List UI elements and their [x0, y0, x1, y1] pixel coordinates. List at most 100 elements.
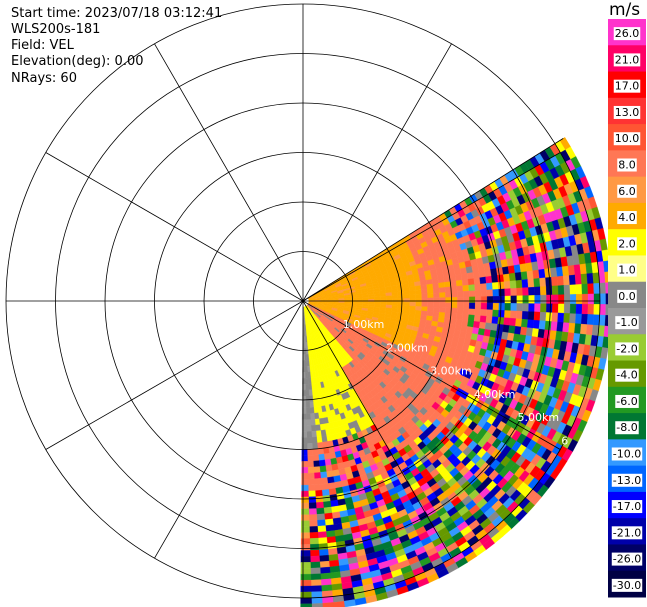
data-gate: [564, 294, 571, 305]
data-gate: [521, 279, 529, 289]
field-label: Field: VEL: [11, 38, 74, 53]
data-gate: [308, 496, 317, 504]
data-gate: [581, 303, 589, 315]
data-gate: [414, 285, 422, 291]
data-gate: [497, 274, 505, 283]
data-gate: [304, 371, 309, 379]
data-gate: [473, 277, 481, 285]
data-gate: [385, 292, 393, 297]
azimuth-spoke: [45, 300, 304, 450]
data-gate: [300, 544, 311, 551]
data-gate: [539, 277, 547, 288]
range-label: 1.00km: [343, 318, 385, 331]
data-gate: [368, 296, 375, 300]
colorbar-tick-label: 8.0: [618, 159, 636, 172]
colorbar-label-bg: [611, 447, 643, 461]
data-gate: [545, 285, 553, 296]
data-gate: [473, 315, 481, 323]
data-gate: [304, 366, 308, 373]
data-gate: [439, 297, 446, 303]
data-gate: [557, 303, 565, 314]
data-gate: [300, 573, 312, 581]
data-gate: [325, 470, 334, 478]
data-gate: [300, 556, 311, 563]
data-gate: [485, 316, 493, 324]
data-gate: [391, 295, 399, 300]
data-gate: [444, 312, 452, 319]
sector-edge: [302, 138, 564, 302]
colorbar-label-bg: [613, 27, 641, 41]
data-gate: [312, 460, 320, 468]
data-gate: [492, 302, 500, 311]
data-gate: [551, 285, 559, 296]
data-gate: [308, 508, 317, 515]
data-gate: [492, 289, 500, 297]
data-gate: [510, 303, 517, 312]
data-gate: [545, 312, 553, 322]
data-gate: [322, 500, 332, 509]
data-gate: [310, 561, 321, 569]
data-gate: [444, 286, 452, 293]
data-gate: [319, 566, 331, 574]
data-gate: [316, 436, 323, 444]
data-gate: [497, 316, 505, 326]
colorbar-label-bg: [613, 53, 641, 67]
data-gate: [306, 425, 312, 432]
data-gate: [374, 298, 381, 303]
colorbar-label-bg: [617, 211, 637, 225]
data-gate: [317, 447, 325, 455]
data-gate: [415, 302, 422, 307]
data-gate: [546, 303, 553, 314]
data-gate: [320, 477, 329, 485]
data-gate: [308, 514, 318, 521]
data-gate: [432, 287, 440, 294]
data-gate: [309, 401, 314, 408]
data-gate: [318, 453, 325, 461]
data-gate: [321, 489, 330, 497]
data-gate: [300, 568, 311, 575]
data-gate: [391, 301, 399, 306]
data-gate: [484, 322, 492, 331]
data-gate: [569, 313, 577, 324]
data-gate: [468, 284, 476, 292]
data-gate: [356, 297, 363, 300]
data-gate: [403, 301, 411, 307]
data-gate: [504, 288, 511, 297]
data-gate: [332, 601, 345, 607]
data-gate: [385, 301, 393, 306]
data-gate: [574, 274, 582, 286]
data-gate: [492, 309, 499, 318]
colorbar-tick-label: 10.0: [615, 132, 640, 145]
data-gate: [309, 555, 320, 563]
data-gate: [510, 310, 517, 319]
range-label: 2.00km: [386, 341, 428, 354]
colorbar-tick-label: 17.0: [615, 80, 640, 93]
data-gate: [301, 502, 310, 510]
azimuth-spoke: [45, 152, 304, 302]
data-gate: [480, 309, 488, 317]
data-gate: [480, 289, 488, 297]
data-gate: [318, 554, 330, 562]
data-gate: [307, 377, 312, 385]
data-gate: [569, 284, 577, 295]
data-gate: [439, 302, 446, 308]
data-gate: [486, 289, 494, 297]
data-gate: [300, 538, 311, 545]
data-gate: [323, 506, 333, 514]
data-gate: [306, 449, 314, 456]
data-gate: [324, 458, 332, 466]
data-gate: [462, 290, 470, 298]
data-gate: [450, 280, 457, 288]
data-gate: [409, 294, 416, 299]
azimuth-spoke: [154, 43, 304, 302]
data-gate: [486, 302, 494, 311]
data-gate: [309, 549, 320, 557]
data-gate: [318, 459, 326, 467]
data-gate: [403, 294, 411, 299]
colorbar-label-bg: [615, 368, 639, 382]
colorbar-label-bg: [617, 158, 637, 172]
data-gate: [318, 543, 329, 551]
data-gate: [515, 279, 523, 289]
data-gate: [409, 298, 417, 303]
data-gate: [457, 296, 464, 304]
